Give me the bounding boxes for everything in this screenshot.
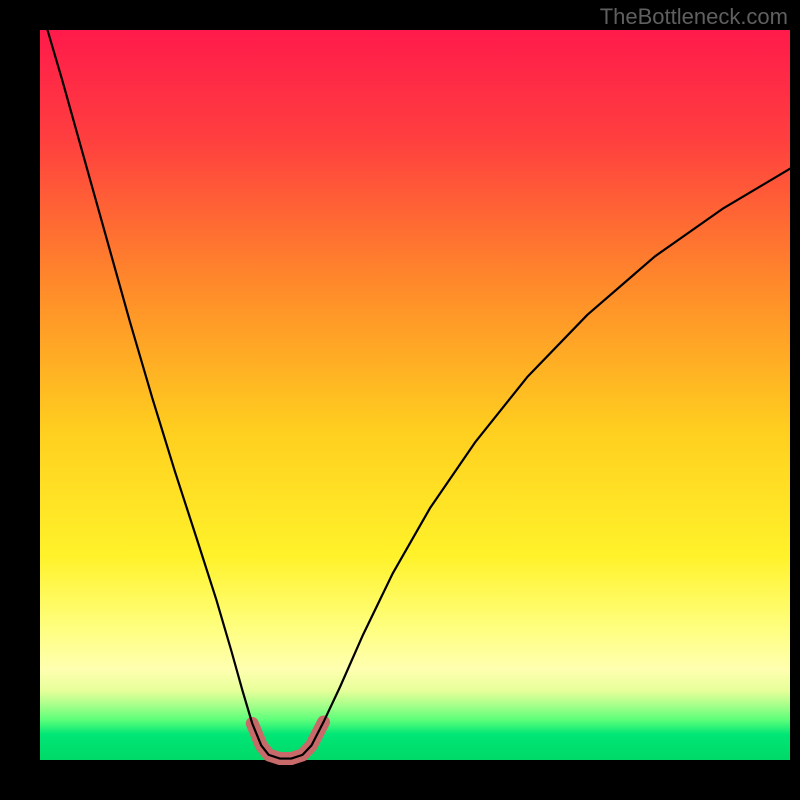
bottleneck-chart: [0, 0, 800, 800]
chart-container: TheBottleneck.com: [0, 0, 800, 800]
watermark-text: TheBottleneck.com: [600, 4, 788, 30]
